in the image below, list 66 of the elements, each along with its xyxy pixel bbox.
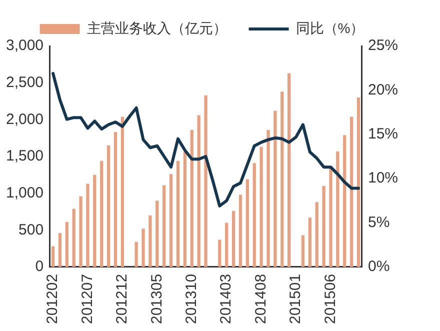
bar (329, 168, 332, 267)
y-tick-label: 0 (35, 258, 44, 276)
bar (120, 116, 124, 267)
bar (252, 163, 256, 267)
x-tick-label: 201403 (218, 274, 235, 324)
y-tick-label: 1,000 (6, 184, 44, 202)
bar (225, 222, 228, 267)
bar (204, 95, 208, 267)
legend-label: 同比（%） (296, 20, 364, 36)
bar (79, 196, 82, 267)
bar (183, 152, 186, 267)
bar (156, 200, 159, 267)
bar (246, 179, 249, 267)
bar (100, 160, 104, 267)
y-tick-label: 500 (18, 221, 44, 238)
bar (280, 92, 284, 267)
bar (86, 184, 90, 267)
y-tick-label: 1,500 (6, 148, 44, 165)
bar (315, 202, 318, 267)
bar (176, 160, 180, 267)
x-tick-label: 201506 (322, 274, 339, 324)
bar (350, 116, 354, 267)
bar (72, 208, 76, 267)
x-tick-label: 201305 (148, 274, 166, 324)
x-tick-label: 201207 (78, 274, 96, 324)
y-tick-label: 2,500 (6, 74, 44, 91)
bar (93, 174, 96, 267)
bar (308, 218, 312, 267)
bar (114, 132, 118, 267)
bar (162, 185, 166, 267)
y2-tick-label: 10% (368, 170, 398, 187)
bar (322, 186, 326, 267)
bar (301, 235, 305, 267)
bar (169, 174, 173, 267)
y2-tick-label: 20% (368, 81, 398, 98)
x-tick-label: 201202 (44, 274, 62, 324)
legend-label: 主营业务收入（亿元） (86, 20, 227, 36)
bar (232, 210, 236, 267)
x-tick-label: 201212 (114, 274, 131, 324)
bar (142, 228, 145, 267)
bar (288, 73, 291, 267)
bar (274, 110, 277, 267)
y-tick-label: 2,000 (6, 110, 44, 128)
bar (58, 233, 62, 267)
bar (106, 145, 110, 267)
bar (65, 222, 68, 267)
y-tick-label: 3,000 (6, 37, 44, 54)
bar (336, 151, 340, 267)
bar (51, 246, 55, 267)
bar (238, 194, 242, 267)
bar (148, 215, 152, 267)
x-tick-label: 201408 (252, 274, 270, 324)
bar (218, 240, 222, 267)
bar (197, 115, 200, 267)
y2-tick-label: 5% (368, 214, 390, 231)
x-tick-label: 201501 (287, 274, 304, 324)
y2-tick-label: 25% (368, 37, 398, 54)
bar (260, 146, 263, 267)
bar (343, 135, 346, 267)
y2-tick-label: 15% (368, 126, 398, 143)
bar (190, 130, 194, 267)
bar (266, 130, 270, 267)
bar (134, 242, 138, 267)
bar (356, 98, 360, 267)
y2-tick-label: 0% (368, 258, 390, 276)
x-tick-label: 201310 (183, 274, 200, 324)
